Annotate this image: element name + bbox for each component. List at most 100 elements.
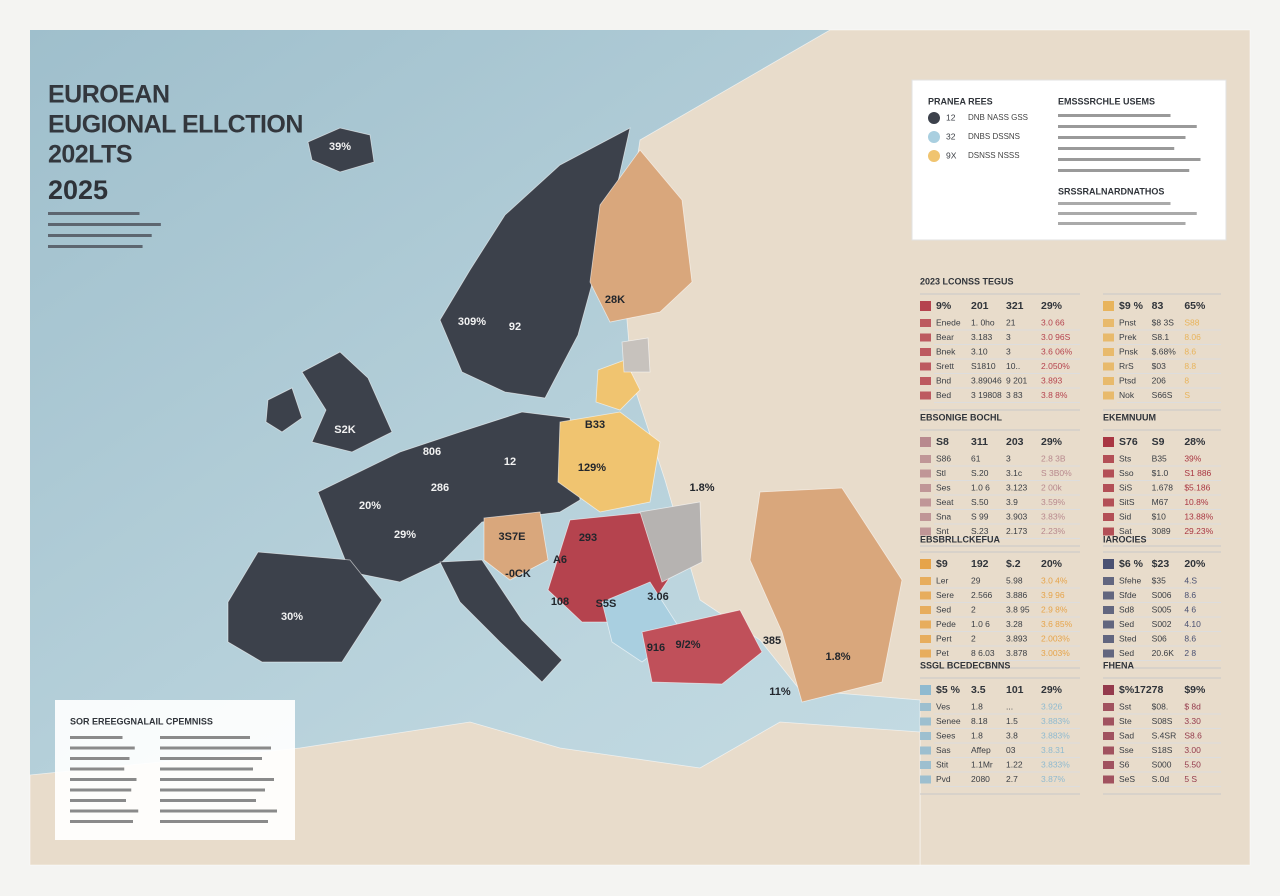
table-cell: 3.89046 <box>971 375 1002 385</box>
text-line <box>160 767 253 771</box>
table-header: 83 <box>1152 300 1164 312</box>
table-header: S76 <box>1119 436 1138 448</box>
table-cell: 2.7 <box>1006 774 1018 784</box>
table-cell: 3.0 4% <box>1041 575 1068 585</box>
table-cell: S06 <box>1152 633 1167 643</box>
map-label: 28K <box>605 294 625 306</box>
row-swatch <box>1103 319 1114 327</box>
legend-items: 12 DNB NASS GSS 32 DNBS DSSNS 9X DSNSS NSSS <box>928 112 1028 162</box>
table-cell: S.50 <box>971 497 989 507</box>
table-cell: 8.8 <box>1184 361 1196 371</box>
row-swatch <box>1103 591 1114 600</box>
table-cell: Sid <box>1119 511 1132 521</box>
map-label: 286 <box>431 482 449 494</box>
table-cell: 3 <box>1006 332 1011 342</box>
caucasus <box>749 487 903 703</box>
table-cell: Ves <box>936 701 950 711</box>
legend-box: PRANEA REES EMSSSRCHLE USEMS SRSSRALNARD… <box>911 79 1227 241</box>
table-cell: 2.23% <box>1041 526 1066 536</box>
table-cell: 3.893 <box>1041 375 1063 385</box>
row-swatch <box>1103 513 1114 521</box>
table-cell: S.4SR <box>1152 730 1177 740</box>
table-header: 9% <box>936 300 952 312</box>
map-label: -0CK <box>505 568 531 580</box>
row-swatch <box>920 484 931 492</box>
table-cell: Sas <box>936 745 951 755</box>
table-cell: Sso <box>1119 468 1134 478</box>
table-cell: 3.10 <box>971 346 988 356</box>
table-cell: 20.6K <box>1152 648 1175 658</box>
table-cell: S86 <box>936 453 951 463</box>
text-line <box>1058 125 1197 128</box>
table-title: FHENA <box>1103 660 1134 670</box>
table-cell: 3.9 <box>1006 497 1018 507</box>
table-header: S9 <box>1152 436 1165 448</box>
poland <box>557 411 661 513</box>
table-header: $9% <box>1184 684 1206 696</box>
table-cell: $.68% <box>1152 346 1177 356</box>
table-header: 311 <box>971 436 988 448</box>
text-line <box>160 746 271 750</box>
table-cell: 2.8 3B <box>1041 453 1066 463</box>
table-header: $%172 <box>1119 684 1152 696</box>
table-cell: SitS <box>1119 497 1135 507</box>
map-label: 1.8% <box>689 482 714 494</box>
table-cell: 61 <box>971 453 981 463</box>
table-cell: S18S <box>1152 745 1173 755</box>
map-label: 3S7E <box>499 531 526 543</box>
table-cell: $5.186 <box>1184 482 1210 492</box>
map-label: 1.8% <box>825 651 850 663</box>
table-cell: 3.883% <box>1041 730 1070 740</box>
table-cell: 3.8.31 <box>1041 745 1065 755</box>
table-cell: SeS <box>1119 774 1135 784</box>
table-cell: 1.0 6 <box>971 619 990 629</box>
row-swatch <box>920 761 931 769</box>
table-cell: Sted <box>1119 633 1137 643</box>
table-title: IAROCIES <box>1103 534 1147 544</box>
table-title: 2023 LCONSS TEGUS <box>920 276 1014 286</box>
table-cell: Stit <box>936 759 949 769</box>
notes-text <box>1058 114 1201 225</box>
title-line: EUROEAN <box>48 81 170 109</box>
table-cell: S <box>1184 390 1190 400</box>
row-swatch <box>920 775 931 784</box>
table-cell: 3.59% <box>1041 497 1066 507</box>
table-header: 65% <box>1184 300 1206 312</box>
map-label: 309% <box>458 316 486 328</box>
table-header: $9 <box>936 558 948 570</box>
table-cell: 10.. <box>1006 361 1020 371</box>
table-cell: 2 <box>971 604 976 614</box>
table-cell: $ 8d <box>1184 701 1201 711</box>
row-swatch <box>920 732 931 740</box>
text-line <box>70 788 132 792</box>
table-cell: 3.183 <box>971 332 993 342</box>
row-swatch <box>920 333 931 342</box>
table-cell: $10 <box>1152 511 1166 521</box>
table-cell: 8 6.03 <box>971 648 995 658</box>
row-swatch <box>1103 703 1114 711</box>
iberia <box>227 551 383 663</box>
table-cell: 3.833% <box>1041 759 1070 769</box>
map-label: 806 <box>423 446 441 458</box>
row-swatch <box>1103 577 1114 585</box>
table-title: EBSONIGE BOCHL <box>920 412 1003 422</box>
notes-title: EMSSSRCHLE USEMS <box>1058 96 1155 106</box>
table-cell: 2.9 8% <box>1041 604 1068 614</box>
table-cell: 1.5 <box>1006 716 1018 726</box>
table-cell: 3.8 <box>1006 730 1018 740</box>
table-cell: Sad <box>1119 730 1134 740</box>
row-swatch <box>1103 635 1114 643</box>
table-title: SSGL BCEDECBNNS <box>920 660 1010 670</box>
table-cell: 29 <box>971 575 981 585</box>
map-label: 30% <box>281 611 303 623</box>
table-cell: 5 S <box>1184 774 1197 784</box>
text-line <box>1058 212 1197 215</box>
legend-swatch <box>928 131 940 143</box>
row-swatch <box>1103 469 1114 478</box>
row-swatch <box>920 527 931 536</box>
table-cell: 3.0 66 <box>1041 317 1065 327</box>
row-swatch <box>1103 391 1114 400</box>
table-cell: Prek <box>1119 332 1137 342</box>
title-year: 2025 <box>48 175 108 205</box>
